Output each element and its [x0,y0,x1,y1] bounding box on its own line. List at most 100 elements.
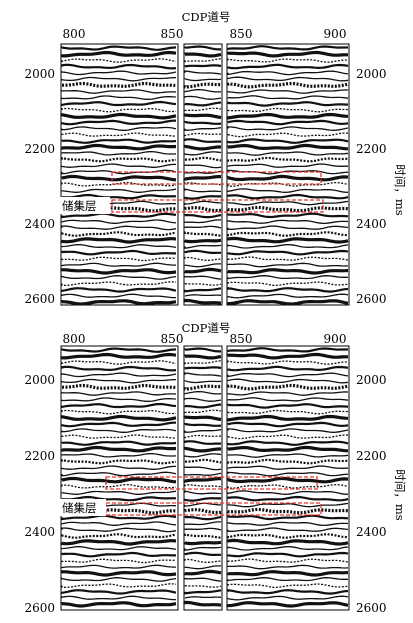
seismic-trace [227,293,349,299]
seismic-trace [61,465,176,470]
seismic-trace [60,63,177,70]
seismic-trace [226,383,349,391]
seismic-trace [226,551,349,558]
seismic-trace [184,527,222,531]
seismic-trace [226,601,349,608]
seismic-trace [183,206,222,213]
seismic-trace [226,299,349,306]
seismic-trace [61,452,177,458]
seismic-trace [61,397,177,402]
seismic-trace [227,219,349,225]
y-axis-label: 时间，ms [393,164,407,215]
seismic-trace [184,434,221,439]
left-tick-2200: 2200 [24,449,55,463]
left-tick-2400: 2400 [24,525,55,539]
seismic-trace [61,409,177,415]
seismic-trace [227,577,348,582]
seismic-trace [184,472,222,476]
seismic-trace [61,428,177,433]
seismic-trace [61,256,177,262]
left-tick-2000: 2000 [24,373,55,387]
seismic-trace [183,82,222,89]
seismic-trace [61,483,177,489]
seismic-trace [184,409,222,414]
seismic-trace [226,119,349,126]
seismic-trace [226,403,349,409]
seismic-trace [183,144,221,151]
seismic-trace [61,434,177,439]
seismic-trace [183,540,222,546]
seismic-trace [185,458,222,464]
seismic-trace [60,50,177,58]
seismic-trace [226,174,349,182]
seismic-trace [226,249,349,256]
seismic-trace [185,156,222,162]
seismic-trace [60,347,177,353]
seismic-trace [183,113,222,120]
seismic-trace [184,200,222,205]
seismic-trace [226,205,349,213]
reservoir-label: 储集层 [62,501,97,515]
seismic-trace [227,200,349,206]
seismic-trace [183,231,222,237]
seismic-trace [60,533,177,539]
seismic-trace [183,287,222,293]
seismic-trace [227,58,348,63]
seismic-trace [184,372,222,377]
seismic-trace [61,163,176,168]
seismic-trace [184,397,222,402]
seismic-trace [183,589,222,595]
seismic-trace [60,45,177,51]
seismic-trace [184,256,222,261]
seismic-trace [60,193,177,200]
reservoir-box-lower [111,199,324,213]
seismic-trace [61,378,177,384]
right-tick-2400: 2400 [356,525,387,539]
seismic-trace [61,577,177,582]
seismic-trace [184,132,221,137]
seismic-trace [61,70,177,76]
seismic-trace [184,78,222,82]
seismic-trace [227,378,349,384]
seismic-trace [183,403,222,409]
seismic-trace [183,45,221,51]
seismic-trace [183,366,222,370]
seismic-trace [60,237,177,244]
right-tick-2000: 2000 [356,67,387,81]
seismic-trace [60,174,177,182]
seismic-trace [227,95,349,100]
seismic-trace [60,514,177,521]
seismic-trace [61,490,177,495]
seismic-trace [184,565,221,570]
seismic-trace [226,507,349,515]
seismic-trace [61,527,177,533]
seismic-trace [61,281,177,287]
seismic-trace [60,365,177,372]
seismic-trace [226,101,349,107]
seismic-trace [227,471,349,477]
reservoir-label: 储集层 [62,199,97,213]
seismic-trace [184,558,222,563]
seismic-trace [61,558,177,564]
seismic-trace [183,175,221,181]
panel-top: CDP道号 800 850 850 900 2000 2200 2400 260… [24,10,407,306]
reservoir-box-upper [111,171,322,185]
seismic-trace [61,219,177,224]
seismic-trace [184,164,222,169]
seismic-trace [184,466,222,471]
left-tick-2200: 2200 [24,142,55,156]
seismic-trace [184,429,222,433]
seismic-trace [227,527,349,532]
seismic-trace [227,163,348,168]
seismic-trace [184,219,221,224]
top-tick-850-right: 850 [230,27,253,41]
seismic-trace [226,538,349,546]
seismic-trace [184,151,222,156]
seismic-trace [60,352,177,360]
seismic-trace [61,521,177,526]
seismic-trace [183,267,222,274]
top-tick-900: 900 [324,332,347,346]
seismic-trace [184,275,222,280]
right-tick-2200: 2200 [356,449,387,463]
seismic-trace [60,570,177,577]
